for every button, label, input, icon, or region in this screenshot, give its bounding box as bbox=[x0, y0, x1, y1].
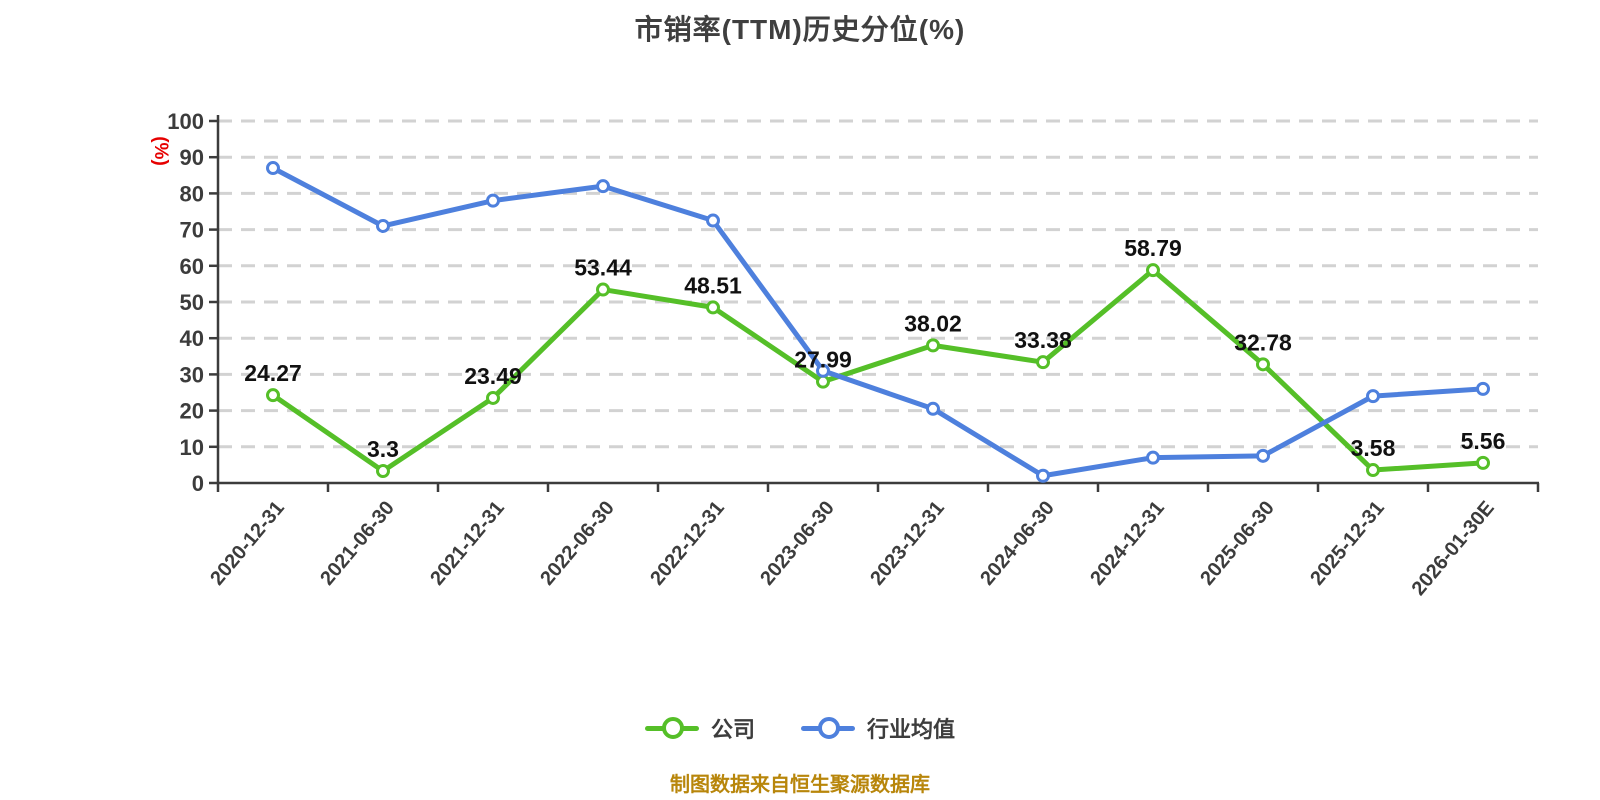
data-label: 58.79 bbox=[1124, 235, 1182, 261]
x-axis-label: 2023-12-31 bbox=[866, 497, 949, 590]
series-line-行业均值 bbox=[270, 165, 1486, 479]
y-axis-label: 60 bbox=[180, 254, 204, 279]
data-label: 53.44 bbox=[574, 255, 632, 281]
data-label: 5.56 bbox=[1461, 428, 1506, 454]
x-axis-label: 2021-12-31 bbox=[426, 497, 509, 590]
x-axis-label: 2020-12-31 bbox=[206, 497, 289, 590]
data-label: 38.02 bbox=[904, 310, 962, 336]
data-point-公司 bbox=[926, 338, 940, 353]
y-axis-label: 10 bbox=[180, 435, 204, 460]
x-axis-label: 2025-12-31 bbox=[1306, 497, 1389, 590]
data-point-行业均值 bbox=[926, 401, 940, 416]
data-point-行业均值 bbox=[1366, 389, 1380, 404]
data-point-公司 bbox=[1476, 455, 1490, 470]
data-label: 23.49 bbox=[464, 363, 522, 389]
y-axis-label: 100 bbox=[167, 109, 204, 134]
data-point-行业均值 bbox=[376, 218, 390, 233]
data-point-公司 bbox=[1036, 355, 1050, 370]
data-point-公司 bbox=[596, 282, 610, 297]
data-point-行业均值 bbox=[1476, 381, 1490, 396]
data-point-公司 bbox=[486, 390, 500, 405]
company-line-marker-icon bbox=[644, 716, 699, 740]
x-axis-label: 2024-06-30 bbox=[976, 497, 1059, 590]
data-point-行业均值 bbox=[706, 213, 720, 228]
data-label: 33.38 bbox=[1014, 327, 1072, 353]
y-axis-label: 70 bbox=[180, 218, 204, 243]
y-axis-label: 0 bbox=[192, 471, 204, 496]
data-point-行业均值 bbox=[596, 179, 610, 194]
industry-line-marker-icon bbox=[801, 716, 855, 740]
y-axis-label: 20 bbox=[180, 399, 204, 424]
data-point-行业均值 bbox=[486, 193, 500, 208]
data-point-公司 bbox=[706, 300, 720, 315]
legend-label-company: 公司 bbox=[710, 717, 755, 742]
y-axis-label: 90 bbox=[180, 145, 204, 170]
legend-item-company[interactable]: 公司 bbox=[644, 712, 755, 744]
x-axis-label: 2022-06-30 bbox=[536, 497, 619, 590]
x-axis-label: 2025-06-30 bbox=[1196, 497, 1279, 590]
data-point-公司 bbox=[266, 388, 280, 403]
data-label: 24.27 bbox=[244, 360, 302, 386]
chart-title: 市销率(TTM)历史分位(%) bbox=[634, 14, 966, 45]
data-label: 48.51 bbox=[684, 272, 742, 298]
data-point-公司 bbox=[1366, 463, 1380, 478]
x-axis-label: 2026-01-30E bbox=[1408, 497, 1499, 600]
data-point-行业均值 bbox=[1036, 468, 1050, 483]
data-point-行业均值 bbox=[1146, 450, 1160, 465]
data-source-note: 制图数据来自恒生聚源数据库 bbox=[670, 774, 930, 796]
legend-label-industry-average: 行业均值 bbox=[867, 717, 956, 742]
data-label: 3.3 bbox=[367, 436, 399, 462]
y-axis-label: 50 bbox=[180, 290, 204, 315]
x-axis-label: 2022-12-31 bbox=[646, 497, 729, 590]
data-label: 27.99 bbox=[794, 347, 852, 373]
legend-item-industry-average[interactable]: 行业均值 bbox=[801, 712, 955, 744]
data-point-行业均值 bbox=[1256, 448, 1270, 463]
legend: 公司 行业均值 bbox=[0, 712, 1600, 744]
y-axis-label: 40 bbox=[180, 326, 204, 351]
series-line-公司 bbox=[270, 267, 1486, 474]
x-axis-label: 2023-06-30 bbox=[756, 497, 839, 590]
data-point-公司 bbox=[1256, 357, 1270, 372]
data-point-公司 bbox=[376, 464, 390, 479]
x-axis-label: 2024-12-31 bbox=[1086, 497, 1169, 590]
x-axis-label: 2021-06-30 bbox=[316, 497, 399, 590]
data-point-公司 bbox=[1146, 263, 1160, 278]
data-label: 3.58 bbox=[1351, 435, 1396, 461]
data-label: 32.78 bbox=[1234, 329, 1292, 355]
y-axis-label: 30 bbox=[180, 362, 204, 387]
y-axis-label: 80 bbox=[180, 181, 204, 206]
data-point-公司 bbox=[816, 374, 830, 389]
data-point-行业均值 bbox=[816, 363, 830, 378]
data-point-行业均值 bbox=[266, 161, 280, 176]
